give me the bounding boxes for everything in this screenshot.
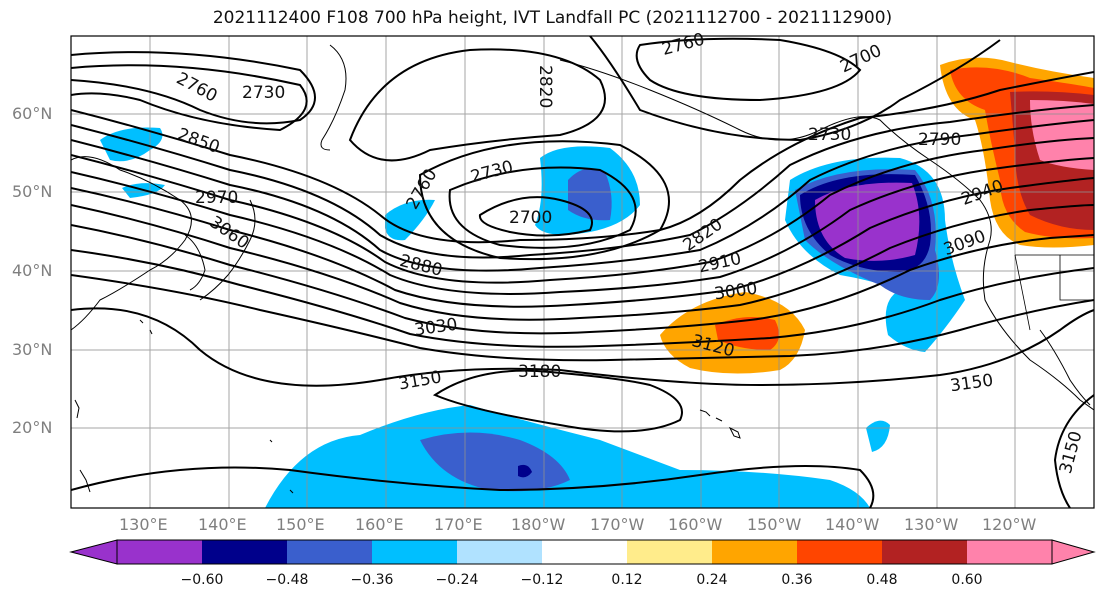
gulf-alaska-ring — [635, 37, 862, 102]
lon-label: 130°W — [904, 515, 959, 534]
contour-south — [71, 465, 875, 508]
neg-region-ne-core — [815, 182, 920, 261]
lon-label: 160°E — [355, 515, 404, 534]
lat-label: 50°N — [12, 182, 53, 201]
lon-label: 140°W — [825, 515, 880, 534]
colorbar-tick-label: −0.12 — [520, 572, 564, 588]
colorbar-tick-label: 0.12 — [611, 572, 643, 588]
colorbar — [69, 539, 1096, 565]
map-title: 2021112400 F108 700 hPa height, IVT Land… — [212, 8, 893, 28]
colorbar-segment — [797, 540, 882, 564]
colorbar-tick-label: −0.60 — [180, 572, 224, 588]
lon-label: 130°E — [119, 515, 168, 534]
lon-label: 170°E — [434, 515, 483, 534]
low-ring-3 — [418, 140, 670, 261]
lat-label: 40°N — [12, 261, 53, 280]
colorbar-tick-label: −0.48 — [265, 572, 309, 588]
lat-label: 20°N — [12, 418, 53, 437]
lon-label: 160°W — [668, 515, 723, 534]
contour — [71, 119, 1094, 272]
colorbar-tick-label: −0.24 — [435, 572, 479, 588]
colorbar-segment — [457, 540, 542, 564]
map-frame — [70, 35, 1095, 509]
contour-label: 2730 — [242, 83, 285, 103]
contour-3150 — [71, 307, 1094, 387]
neg-region-south — [265, 405, 870, 508]
pacific-islands — [74, 319, 294, 494]
lon-label: 120°W — [982, 515, 1037, 534]
contour — [71, 224, 1094, 335]
lon-label: 150°W — [747, 515, 802, 534]
colorbar-segment — [287, 540, 372, 564]
contour — [71, 204, 1094, 321]
arctic-ring — [589, 36, 1001, 142]
colorbar-tick-label: 0.60 — [951, 572, 983, 588]
neg-core-south-dark — [518, 464, 532, 478]
colorbar-segment — [967, 540, 1052, 564]
colorbar-segment — [542, 540, 627, 564]
contour-label: 2820 — [535, 65, 555, 108]
lon-label: 170°W — [590, 515, 645, 534]
neg-core-south — [420, 432, 570, 492]
contour — [71, 249, 1094, 348]
contour-label: 2730 — [808, 125, 851, 145]
contour — [71, 51, 316, 125]
colorbar-tick-label: 0.48 — [866, 572, 898, 588]
baja-coast — [1039, 329, 1091, 406]
colorbar-tick-label: 0.24 — [696, 572, 728, 588]
japan-coast — [199, 199, 256, 301]
colorbar-arrow-left — [69, 539, 118, 565]
contour — [71, 64, 308, 132]
colorbar-frame — [116, 539, 1053, 565]
colorbar-segment — [627, 540, 712, 564]
lat-label: 60°N — [12, 104, 53, 123]
neg-core-central — [568, 168, 612, 221]
contour — [71, 137, 1094, 284]
high-lat-ring — [348, 48, 606, 162]
colorbar-tick-label: 0.36 — [781, 572, 813, 588]
pos-region-ne-pink — [1030, 100, 1094, 170]
colorbar-segment — [202, 540, 287, 564]
kamchatka-coast — [320, 44, 347, 151]
lon-label: 150°E — [276, 515, 325, 534]
neg-region-japan — [385, 199, 435, 241]
contour — [71, 177, 1094, 308]
colorbar-segment — [372, 540, 457, 564]
colorbar-segment — [712, 540, 797, 564]
contour-se — [1053, 394, 1094, 508]
na-coast — [929, 159, 1094, 411]
low-ring-2 — [448, 166, 637, 249]
lat-label: 30°N — [12, 340, 53, 359]
contour — [71, 274, 1094, 362]
colorbar-tick-label: −0.36 — [350, 572, 394, 588]
contour-label: 2790 — [918, 130, 961, 150]
lon-label: 180°W — [511, 515, 566, 534]
colorbar-segment — [117, 540, 202, 564]
height-contours — [71, 36, 1094, 508]
pos-core-subtropic — [715, 316, 779, 350]
us-borders — [1014, 254, 1094, 331]
hawaii — [699, 409, 741, 439]
colorbar-segment — [882, 540, 967, 564]
contour-label: 2700 — [509, 208, 552, 228]
contour — [71, 71, 1094, 244]
low-ring-1 — [478, 196, 593, 237]
lon-label: 140°E — [198, 515, 247, 534]
contour-label: 3180 — [518, 362, 561, 382]
contour-3180 — [432, 369, 683, 433]
contour-label: 2970 — [195, 188, 238, 208]
colorbar-arrow-right — [1051, 539, 1096, 565]
asia-coast — [71, 156, 192, 331]
korea-coast — [184, 234, 206, 291]
contour — [71, 104, 1094, 259]
contour — [71, 157, 1094, 295]
